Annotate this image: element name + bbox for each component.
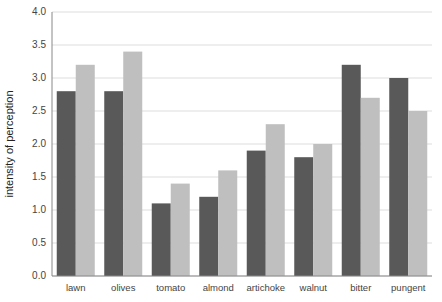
- x-tick-label: pungent: [391, 282, 426, 293]
- bar: [76, 65, 95, 276]
- bar: [152, 203, 171, 276]
- y-tick-label: 1.0: [32, 204, 46, 215]
- bar: [294, 157, 313, 276]
- y-tick-label: 0.5: [32, 237, 46, 248]
- y-tick-label: 1.5: [32, 171, 46, 182]
- bar: [313, 144, 332, 276]
- y-tick-label: 3.5: [32, 39, 46, 50]
- grid-line: [52, 276, 432, 277]
- x-tick-label: walnut: [299, 282, 328, 293]
- bar: [123, 52, 142, 276]
- bar: [171, 184, 190, 276]
- y-tick-label: 4.0: [32, 6, 46, 17]
- grid-line: [52, 12, 432, 13]
- bar: [104, 91, 123, 276]
- x-tick-label: almond: [203, 282, 234, 293]
- bar: [218, 170, 237, 276]
- bar: [57, 91, 76, 276]
- bar: [408, 111, 427, 276]
- grid-line: [52, 78, 432, 79]
- x-tick-label: lawn: [66, 282, 86, 293]
- bar: [199, 197, 218, 276]
- bar: [361, 98, 380, 276]
- y-tick-label: 3.0: [32, 72, 46, 83]
- x-tick-label: artichoke: [246, 282, 285, 293]
- chart: 0.0 0.5 1.0 1.5 2.0 2.5 3.0 3.5 4.0 lawn olives tom…: [0, 0, 442, 302]
- y-tick-label: 2.5: [32, 105, 46, 116]
- x-tick-label: tomato: [156, 282, 185, 293]
- x-tick-label: olives: [111, 282, 136, 293]
- x-tick-label: bitter: [350, 282, 371, 293]
- bar: [247, 151, 266, 276]
- x-axis-line: [52, 276, 432, 277]
- y-tick-label: 2.0: [32, 138, 46, 149]
- bar: [342, 65, 361, 276]
- grid-line: [52, 45, 432, 46]
- bar: [389, 78, 408, 276]
- bars: [57, 52, 428, 276]
- y-axis-line: [52, 12, 53, 276]
- bar: [266, 124, 285, 276]
- y-axis-label: intensity of perception: [3, 90, 15, 197]
- y-tick-label: 0.0: [32, 270, 46, 281]
